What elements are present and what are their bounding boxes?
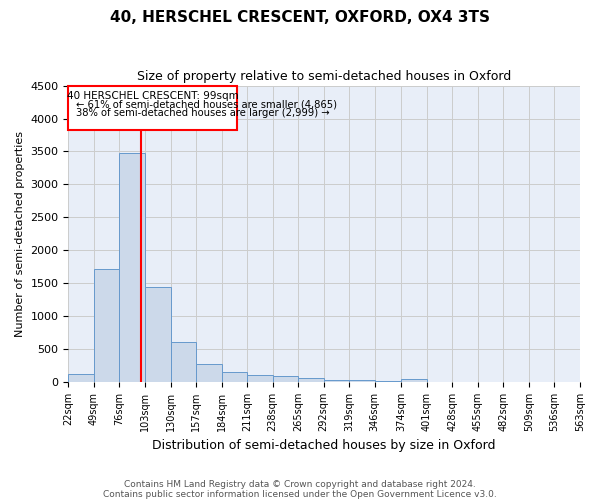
Bar bbox=[349, 380, 375, 382]
Bar bbox=[119, 154, 145, 382]
Text: Contains HM Land Registry data © Crown copyright and database right 2024.: Contains HM Land Registry data © Crown c… bbox=[124, 480, 476, 489]
Text: 40 HERSCHEL CRESCENT: 99sqm: 40 HERSCHEL CRESCENT: 99sqm bbox=[67, 92, 238, 102]
Bar bbox=[68, 374, 94, 382]
Text: 38% of semi-detached houses are larger (2,999) →: 38% of semi-detached houses are larger (… bbox=[76, 108, 329, 118]
Bar bbox=[324, 380, 349, 382]
Bar bbox=[375, 381, 400, 382]
Bar bbox=[145, 287, 170, 382]
Bar bbox=[298, 378, 324, 382]
Text: 40, HERSCHEL CRESCENT, OXFORD, OX4 3TS: 40, HERSCHEL CRESCENT, OXFORD, OX4 3TS bbox=[110, 10, 490, 25]
Bar bbox=[247, 376, 272, 382]
FancyBboxPatch shape bbox=[68, 86, 237, 130]
Title: Size of property relative to semi-detached houses in Oxford: Size of property relative to semi-detach… bbox=[137, 70, 511, 83]
Bar bbox=[196, 364, 221, 382]
Text: Contains public sector information licensed under the Open Government Licence v3: Contains public sector information licen… bbox=[103, 490, 497, 499]
Y-axis label: Number of semi-detached properties: Number of semi-detached properties bbox=[15, 131, 25, 337]
X-axis label: Distribution of semi-detached houses by size in Oxford: Distribution of semi-detached houses by … bbox=[152, 440, 496, 452]
Bar bbox=[401, 380, 427, 382]
Bar bbox=[170, 342, 196, 382]
Bar bbox=[94, 268, 119, 382]
Bar bbox=[272, 376, 298, 382]
Bar bbox=[221, 372, 247, 382]
Text: ← 61% of semi-detached houses are smaller (4,865): ← 61% of semi-detached houses are smalle… bbox=[76, 100, 337, 110]
